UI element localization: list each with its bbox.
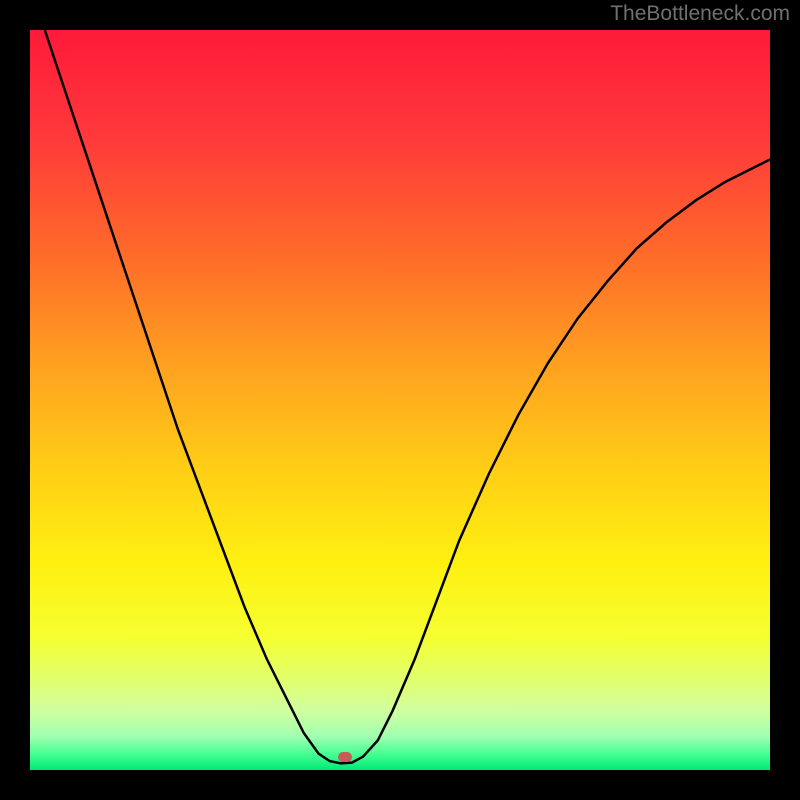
bottleneck-curve	[30, 30, 770, 770]
optimal-point-marker	[338, 752, 352, 762]
watermark-text: TheBottleneck.com	[610, 2, 790, 26]
chart-plot-area	[30, 30, 770, 770]
